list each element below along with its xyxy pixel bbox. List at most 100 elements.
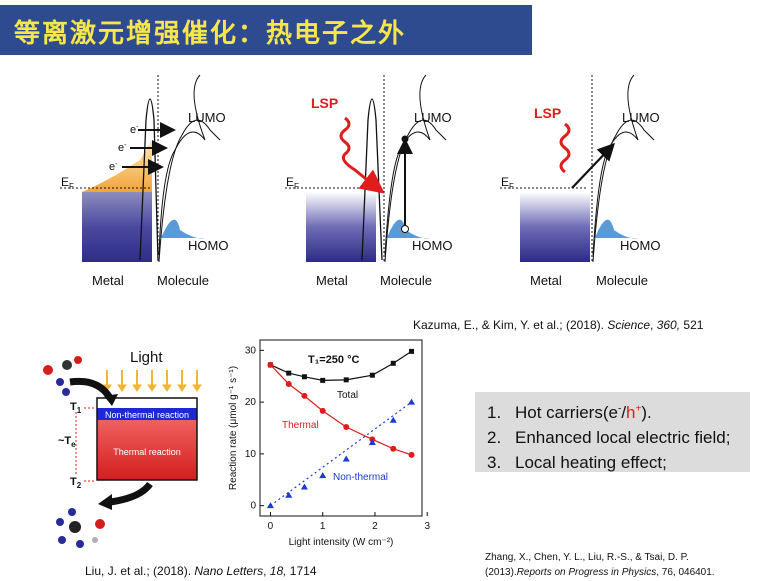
barrier-curve (361, 98, 383, 261)
data-point (409, 348, 415, 354)
data-point (408, 451, 415, 458)
t2-label: T2 (70, 476, 82, 490)
product-molecule (56, 508, 105, 548)
list-item: 2. Enhanced local electric field; (487, 428, 731, 447)
direct-transfer-arrow (571, 142, 616, 189)
citation-zhang-line2: (2013).Reports on Progress in Physics, 7… (485, 567, 715, 578)
page-title: 等离激元增强催化：热电子之外 (14, 19, 407, 49)
lumo-label: LUMO (622, 110, 660, 125)
electron-label: e- (118, 142, 127, 154)
data-point (342, 455, 350, 462)
data-point (389, 416, 397, 423)
diagram-panel-1: EF LUMO HOMO Metal Molecule e- e- e- (60, 74, 228, 288)
metal-label: Metal (92, 273, 124, 288)
y-axis-label: Reaction rate (μmol g⁻¹ s⁻¹) (228, 366, 239, 490)
metal-block (520, 192, 590, 262)
x-tick-label: 2 (372, 521, 378, 532)
x-axis-label: Light intensity (W cm⁻²) (289, 537, 394, 548)
data-point (300, 483, 308, 490)
lsp-label: LSP (534, 105, 561, 121)
reactant-molecule (43, 356, 82, 396)
light-arrows (102, 370, 202, 392)
chart-annotation: T₁=250 °C (308, 354, 360, 366)
x-tick-label: 3 (424, 521, 430, 532)
reactor-schematic: Light Non-thermal reaction Thermal react… (43, 349, 202, 548)
key-points-box (475, 392, 750, 472)
data-point (301, 374, 307, 380)
hot-electron-region (82, 140, 152, 192)
metal-label: Metal (530, 273, 562, 288)
data-point (319, 472, 327, 479)
data-point (343, 377, 349, 383)
data-point (285, 381, 292, 387)
homo-peak (386, 219, 430, 240)
x-tick-label: 1 (320, 521, 326, 532)
lumo-label: LUMO (188, 110, 226, 125)
data-point (286, 370, 292, 376)
data-point (343, 423, 350, 430)
series-line-non-thermal (270, 401, 412, 507)
thermal-layer (97, 420, 197, 480)
data-point (390, 445, 397, 452)
metal-block (306, 192, 376, 262)
series-label-thermal: Thermal (282, 420, 319, 431)
plot-frame (259, 339, 423, 517)
citation-kazuma: Kazuma, E., & Kim, Y. et al.; (2018). Sc… (413, 318, 704, 332)
homo-peak (160, 219, 205, 240)
lumo-label: LUMO (414, 110, 452, 125)
flow-arrow-out (109, 481, 153, 506)
homo-peak (594, 219, 638, 240)
electron-label: e- (130, 124, 139, 136)
series-line-thermal (270, 364, 412, 456)
citation-zhang-line1: Zhang, X., Chen, Y. L., Liu, R.-S., & Ts… (485, 552, 689, 563)
homo-label: HOMO (188, 238, 228, 253)
diagram-panel-3: EF LSP LUMO HOMO Metal Molecule (500, 74, 660, 288)
data-point (408, 398, 416, 405)
data-point (285, 491, 293, 498)
series-label-total: Total (337, 390, 358, 401)
diagram-panel-2: EF LSP LUMO HOMO Metal Molecule (285, 74, 452, 288)
data-point (266, 502, 274, 509)
barrier-curve (139, 98, 159, 261)
fermi-level-label: EF (286, 175, 299, 191)
flow-arrow-in (69, 377, 114, 400)
y-tick-label: 20 (245, 397, 257, 408)
lsp-wave (339, 116, 385, 194)
electron-label: e- (109, 161, 118, 173)
homo-label: HOMO (412, 238, 452, 253)
title-bar (0, 5, 532, 55)
homo-label: HOMO (620, 238, 660, 253)
data-point (369, 372, 375, 378)
series-label-nonthermal: Non-thermal (333, 472, 388, 483)
lsp-label: LSP (311, 95, 338, 111)
light-label: Light (130, 349, 163, 366)
molecule-label: Molecule (596, 273, 648, 288)
thermal-label: Thermal reaction (113, 447, 181, 457)
y-tick-label: 0 (250, 501, 256, 512)
list-item: 3. Local heating effect; (487, 453, 667, 472)
y-tick-label: 10 (245, 449, 257, 460)
molecule-label: Molecule (380, 273, 432, 288)
data-point (301, 392, 308, 399)
lumo-curve (158, 74, 206, 256)
lsp-wave (559, 122, 571, 174)
series-line-total (270, 350, 412, 382)
te-label: ~Te (58, 435, 76, 449)
data-point (319, 407, 326, 414)
t1-label: T1 (70, 401, 82, 415)
data-point (368, 438, 376, 445)
list-item: 1. Hot carriers(e-/h+). (487, 403, 652, 422)
fermi-level-label: EF (501, 175, 514, 191)
metal-label: Metal (316, 273, 348, 288)
nonthermal-label: Non-thermal reaction (105, 410, 189, 420)
fermi-level-label: EF (61, 175, 74, 191)
molecule-label: Molecule (157, 273, 209, 288)
data-point (320, 377, 326, 383)
citation-liu: Liu, J. et al.; (2018). Nano Letters, 18… (85, 564, 317, 578)
x-tick-label: 0 (268, 521, 274, 532)
y-tick-label: 30 (245, 345, 257, 356)
nonthermal-layer (97, 408, 197, 420)
data-point (390, 360, 396, 366)
